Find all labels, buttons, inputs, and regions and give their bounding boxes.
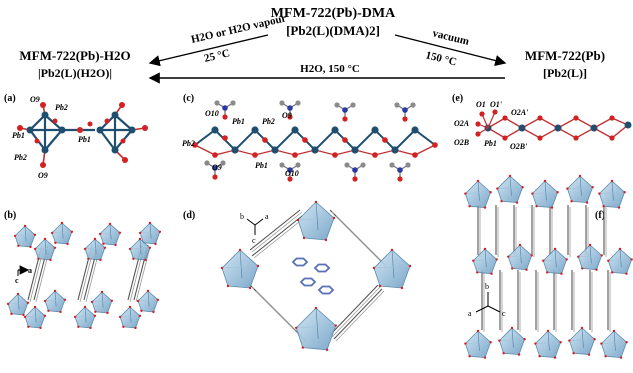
atom-label: O1 — [476, 100, 486, 109]
atom-label: O10 — [285, 169, 299, 178]
panel-label-e: (e) — [452, 93, 463, 104]
right-title: MFM-722(Pb) — [525, 48, 605, 63]
atom-label: Pb1 — [255, 161, 268, 170]
panel-label-c: (c) — [183, 93, 194, 104]
atom-label: Pb2 — [55, 103, 68, 112]
atom-label: O2A — [454, 119, 470, 128]
atom-label: O2B' — [510, 142, 528, 151]
arrow-left-top-label: H2O or H2O vapour — [190, 12, 288, 46]
atom-label: O9 — [30, 95, 40, 104]
atom-label: O1' — [490, 100, 503, 109]
panel-d-axes: b a c — [240, 212, 269, 245]
axis-d-b: b — [240, 212, 244, 221]
atom-label: Pb2 — [182, 139, 195, 148]
panel-label-f: (f) — [595, 210, 605, 221]
left-title: MFM-722(Pb)-H2O — [19, 48, 130, 63]
panel-c-structure — [192, 100, 438, 182]
axis-f-c: c — [502, 309, 506, 318]
atom-label: O9 — [38, 171, 48, 180]
atom-label: O9 — [212, 163, 222, 172]
arrow-bottom-label: H2O, 150 °C — [300, 63, 360, 75]
panel-d-framework — [220, 200, 412, 351]
panel-f-framework — [464, 174, 633, 359]
atom-label: Pb1 — [12, 131, 25, 140]
axis-b-c: c — [15, 276, 19, 285]
panel-a-atom-labels: O9 Pb2 Pb1 Pb1 Pb2 O9 — [12, 95, 91, 180]
atom-label: O2A' — [511, 108, 529, 117]
panel-e-atom-labels: O1 O1' O2A O2A' O2B Pb1 O2B' — [454, 100, 529, 151]
panel-label-d: (d) — [183, 210, 195, 221]
right-formula: [Pb2(L)] — [543, 66, 587, 80]
arrow-to-water — [148, 34, 269, 67]
atom-label: Pb1 — [232, 117, 245, 126]
panel-b-axes: a c — [15, 265, 32, 285]
atom-label: Pb1 — [484, 139, 497, 148]
axis-b-a: a — [28, 266, 32, 275]
panel-e-structure — [475, 109, 632, 141]
panel-a-structure — [17, 102, 148, 168]
axis-d-a: a — [265, 212, 269, 221]
panel-label-a: (a) — [4, 93, 16, 104]
atom-label: O9 — [282, 111, 292, 120]
panel-f-axes: b a c — [468, 282, 506, 318]
atom-label: Pb1 — [78, 135, 91, 144]
panel-label-b: (b) — [4, 210, 16, 221]
panel-c-atom-labels: O10 O9 Pb1 Pb2 Pb2 Pb1 O9 O10 — [182, 109, 299, 178]
left-formula: |Pb2(L)(H2O)| — [38, 66, 112, 80]
center-formula: [Pb2(L)(DMA)2] — [286, 23, 380, 38]
atom-label: O2B — [454, 138, 470, 147]
arrow-to-pb — [394, 34, 507, 67]
axis-f-b: b — [485, 282, 489, 291]
atom-label: O10 — [205, 109, 219, 118]
atom-label: Pb2 — [14, 153, 27, 162]
panel-b-framework — [6, 221, 162, 330]
arrow-left-bottom-label: 25 °C — [203, 47, 231, 65]
center-title: MFM-722(Pb)-DMA — [271, 6, 396, 21]
axis-d-c: c — [252, 236, 256, 245]
atom-label: Pb2 — [262, 117, 275, 126]
arrow-right-bottom-label: 150 °C — [424, 49, 458, 68]
axis-f-a: a — [468, 309, 472, 318]
arrow-right-top-label: vacuum — [431, 27, 470, 48]
